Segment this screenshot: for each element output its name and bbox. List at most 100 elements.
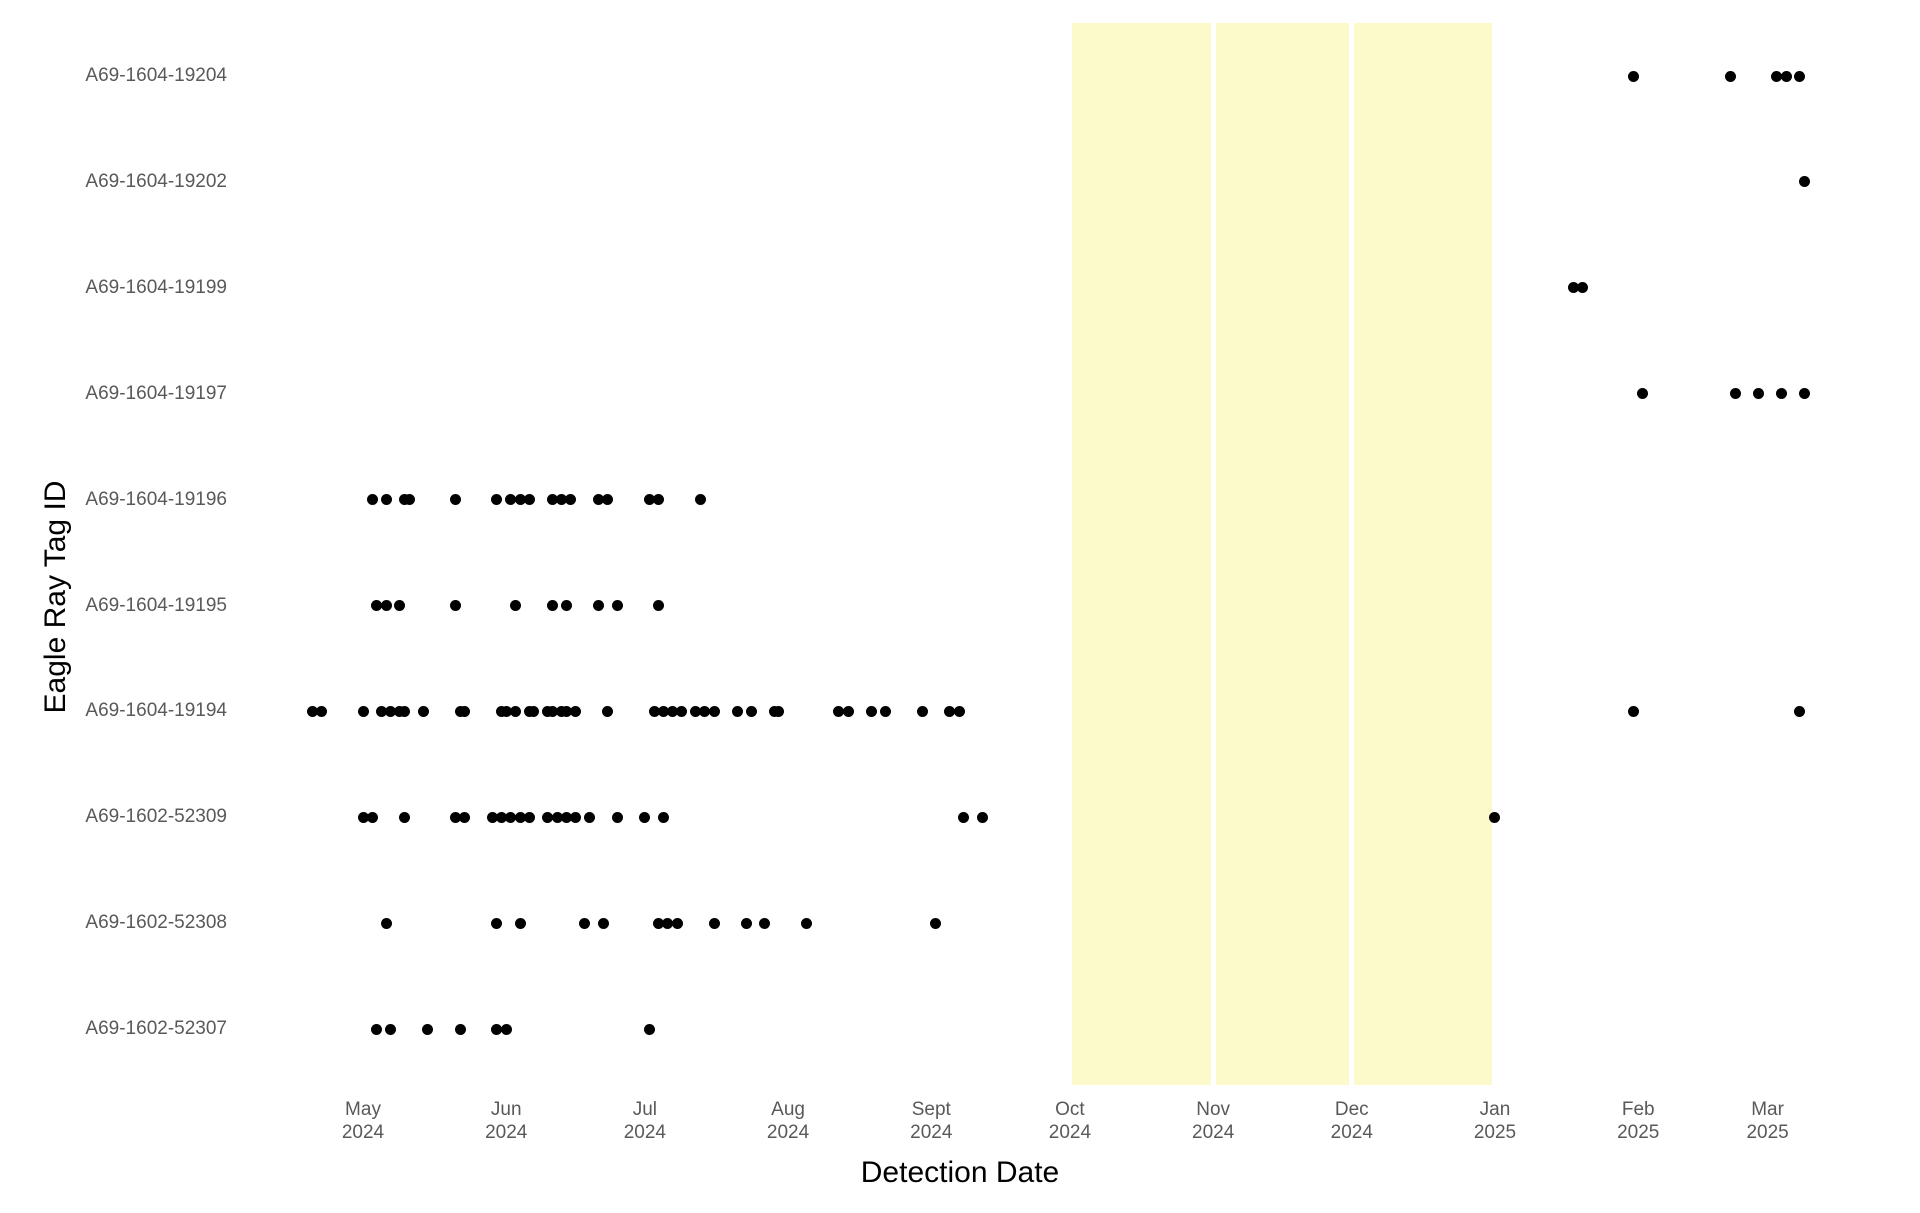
detection-dot xyxy=(486,811,498,823)
detection-dot xyxy=(394,600,406,611)
highlight-band xyxy=(1354,23,1493,1085)
detection-dot xyxy=(833,705,845,717)
x-tick-month: Jul xyxy=(632,1099,657,1120)
detection-dot xyxy=(496,811,508,823)
x-tick-month: May xyxy=(345,1099,381,1120)
x-tick-year: 2024 xyxy=(341,1122,385,1143)
detection-dot xyxy=(1725,70,1737,82)
detection-dot xyxy=(694,494,706,506)
x-axis-title: Detection Date xyxy=(860,1156,1060,1189)
detection-dot xyxy=(403,494,415,506)
x-tick-label: Jan 2025 xyxy=(1430,1098,1560,1144)
detection-dot xyxy=(422,1023,434,1035)
x-tick-month: Mar xyxy=(1751,1099,1784,1120)
x-tick-month: Sept xyxy=(911,1099,951,1120)
detection-dot xyxy=(505,811,517,823)
detection-dot xyxy=(570,705,582,717)
detection-dot xyxy=(449,600,461,611)
x-tick-month: Jun xyxy=(490,1099,522,1120)
x-tick-label: Jul 2024 xyxy=(580,1098,710,1144)
detection-dot xyxy=(842,705,854,717)
y-tick-label: A69-1604-19204 xyxy=(85,65,227,86)
detection-dot xyxy=(514,811,526,823)
detection-dot xyxy=(1794,705,1806,717)
x-tick-label: Oct 2024 xyxy=(1005,1098,1135,1144)
detection-dot xyxy=(740,917,752,929)
detection-dot xyxy=(454,1023,466,1035)
detection-dot xyxy=(653,917,665,929)
detection-dot xyxy=(916,705,928,717)
highlight-band xyxy=(1215,23,1350,1085)
detection-dot xyxy=(565,494,577,506)
x-tick-year: 2025 xyxy=(1617,1122,1660,1143)
detection-dot xyxy=(399,811,411,823)
detection-dot xyxy=(491,1023,503,1035)
detection-dot xyxy=(1799,176,1811,188)
detection-dot xyxy=(745,705,757,717)
detection-dot xyxy=(1780,70,1792,82)
detection-dot xyxy=(357,811,369,823)
detection-dot xyxy=(417,705,429,717)
detection-dot xyxy=(1775,388,1787,400)
detection-dot xyxy=(514,917,526,929)
detection-dot xyxy=(523,811,535,823)
y-tick-label: A69-1604-19196 xyxy=(85,488,227,510)
detection-dot xyxy=(1771,70,1783,82)
detection-dot xyxy=(449,811,461,823)
y-tick-label: A69-1604-19202 xyxy=(85,170,227,192)
y-tick-label: A69-1602-52307 xyxy=(85,1018,227,1040)
detection-dot xyxy=(459,705,471,717)
x-tick-year: 2024 xyxy=(1192,1122,1235,1143)
detection-dot xyxy=(399,705,411,717)
detection-dot xyxy=(449,494,461,506)
x-tick-month: Oct xyxy=(1055,1099,1085,1120)
detection-dot xyxy=(611,811,623,823)
detection-dot xyxy=(593,600,605,611)
detection-dot xyxy=(611,600,623,611)
x-tick-month: Nov xyxy=(1196,1099,1231,1120)
x-tick-month: Feb xyxy=(1621,1099,1655,1120)
x-tick-year: 2024 xyxy=(623,1122,666,1143)
x-tick-label: Nov 2024 xyxy=(1148,1098,1278,1144)
y-tick-label: A69-1604-19197 xyxy=(85,382,227,404)
y-tick-label: A69-1604-19194 xyxy=(85,700,227,722)
detection-dot xyxy=(1752,388,1764,400)
detection-dot xyxy=(491,494,503,506)
x-tick-year: 2025 xyxy=(1473,1122,1517,1143)
detection-dot xyxy=(699,705,711,717)
detection-dot xyxy=(657,705,669,717)
detection-dot xyxy=(385,705,397,717)
detection-dot xyxy=(514,494,526,506)
detection-dot xyxy=(1794,70,1806,82)
y-tick-label: A69-1602-52308 xyxy=(85,912,227,934)
detection-dot xyxy=(315,705,327,717)
detection-dot xyxy=(579,917,591,929)
detection-dot xyxy=(597,917,609,929)
detection-dot xyxy=(958,811,970,823)
detection-dot xyxy=(1489,811,1501,823)
detection-dot xyxy=(639,811,651,823)
detection-dot xyxy=(1637,388,1649,400)
detection-dot xyxy=(560,705,572,717)
detection-dot xyxy=(546,705,558,717)
detection-dot xyxy=(944,705,956,717)
detection-dot xyxy=(667,705,679,717)
x-tick-year: 2024 xyxy=(766,1122,810,1143)
x-tick-year: 2024 xyxy=(1048,1122,1092,1143)
x-tick-year: 2024 xyxy=(485,1122,528,1143)
detection-dot xyxy=(653,494,665,506)
detection-dot xyxy=(546,494,558,506)
detection-dot xyxy=(546,600,558,611)
detection-dot xyxy=(528,705,540,717)
detection-dot xyxy=(930,917,942,929)
x-tick-month: Dec xyxy=(1334,1099,1369,1120)
detection-dot xyxy=(459,811,471,823)
detection-dot xyxy=(676,705,688,717)
detection-dot xyxy=(671,917,683,929)
detection-dot xyxy=(653,600,665,611)
x-tick-label: Jun 2024 xyxy=(441,1098,571,1144)
highlight-band xyxy=(1072,23,1211,1085)
detection-dot xyxy=(1628,705,1640,717)
detection-dot xyxy=(865,705,877,717)
